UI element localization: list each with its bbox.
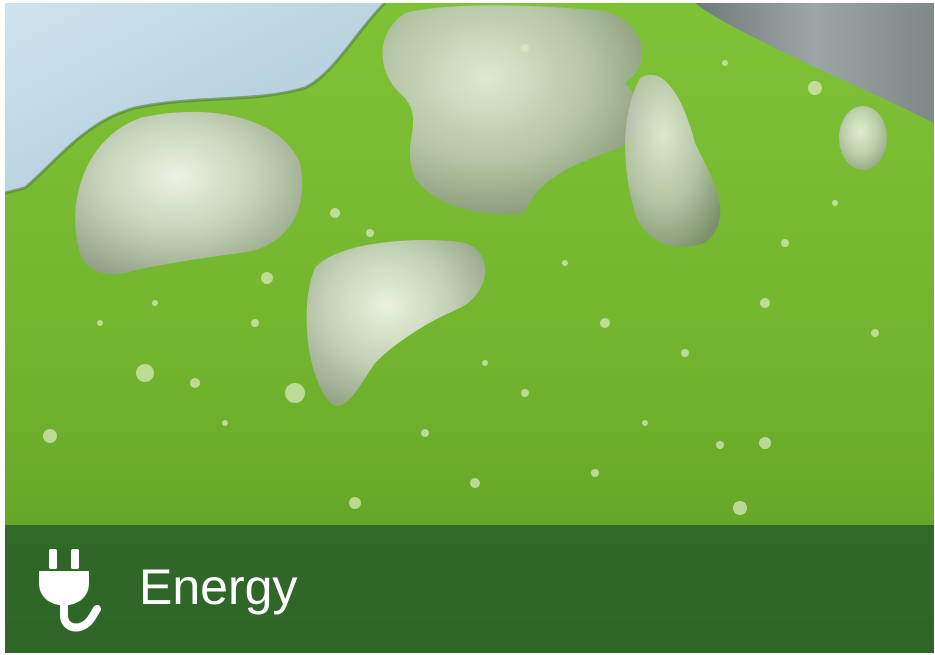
power-plug-icon <box>39 549 101 632</box>
sky-region <box>5 3 385 193</box>
banner-title: Energy <box>139 559 298 615</box>
metal-region <box>695 3 934 123</box>
category-banner[interactable]: Energy <box>5 525 934 653</box>
energy-card[interactable]: Energy <box>5 3 934 653</box>
